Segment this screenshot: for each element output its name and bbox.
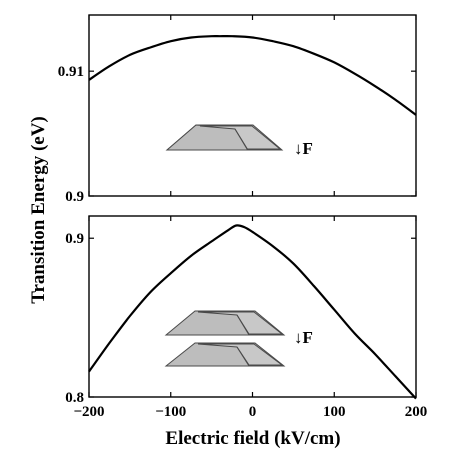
y-tick-label: 0.9 [65, 231, 84, 247]
y-tick-label: 0.9 [65, 189, 84, 205]
bottom-x-tick-labels: −200 −100 0 100 200 [73, 404, 427, 420]
bottom-field-direction-label: ↓F [294, 328, 313, 347]
lower-stacked-quantum-dot-icon [164, 342, 286, 367]
bottom-panel: 0.8 0.9 −200 −100 0 100 200 ↓F [65, 215, 427, 420]
bottom-series-line [88, 224, 417, 400]
x-tick-label: 200 [405, 404, 428, 420]
x-axis-title: Electric field (kV/cm) [165, 428, 340, 449]
top-ticks [88, 15, 417, 197]
top-y-tick-labels: 0.9 0.91 [58, 64, 84, 205]
y-axis-title: Transition Energy (eV) [28, 116, 49, 304]
x-tick-label: −200 [73, 404, 104, 420]
upper-stacked-quantum-dot-icon [164, 310, 286, 336]
top-series-line [88, 35, 417, 116]
top-panel: 0.9 0.91 ↓F [58, 14, 417, 205]
top-field-direction-label: ↓F [294, 139, 313, 158]
x-tick-label: −100 [155, 404, 186, 420]
x-tick-label: 0 [249, 404, 257, 420]
x-tick-label: 100 [323, 404, 346, 420]
top-plot-frame [88, 14, 417, 197]
bottom-ticks [88, 216, 417, 398]
y-tick-label: 0.8 [65, 390, 84, 406]
bottom-y-tick-labels: 0.8 0.9 [65, 231, 84, 406]
y-tick-label: 0.91 [58, 64, 84, 80]
single-quantum-dot-icon [165, 124, 284, 151]
